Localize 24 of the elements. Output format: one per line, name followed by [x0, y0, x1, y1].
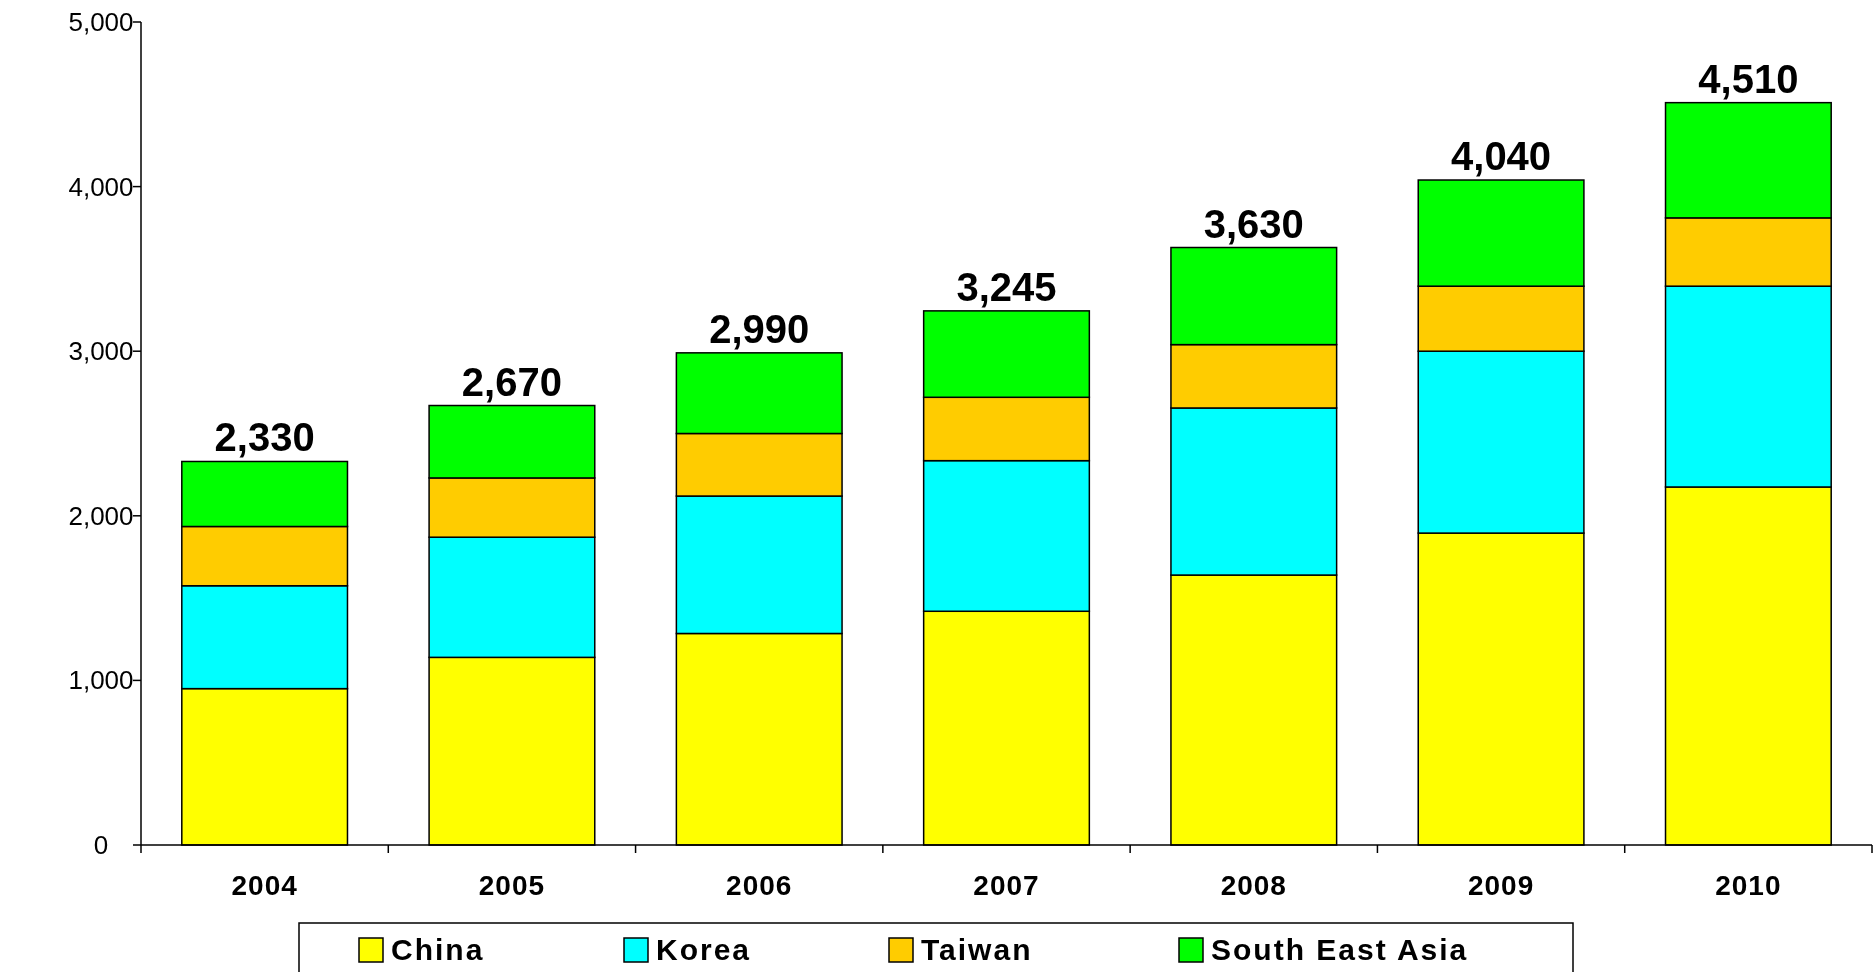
x-tick-label: 2006: [726, 870, 793, 901]
x-tick-label: 2009: [1467, 870, 1535, 901]
y-tick-label: 0: [93, 830, 109, 860]
legend-label: South East Asia: [1211, 933, 1469, 966]
legend-label: Korea: [656, 933, 752, 966]
y-tick-label: 4,000: [68, 171, 134, 202]
y-tick-label: 1,000: [68, 665, 134, 696]
total-label: 4,040: [1451, 134, 1552, 179]
x-tick-label: 2005: [478, 870, 546, 901]
x-tick-label: 2004: [231, 870, 298, 901]
x-tick-label: 2010: [1715, 870, 1782, 901]
y-tick-label: 2,000: [68, 500, 134, 531]
x-tick-label: 2008: [1220, 870, 1287, 901]
legend-label: China: [391, 933, 485, 966]
y-tick-label: 5,000: [68, 7, 134, 37]
y-tick-label: 3,000: [68, 336, 134, 367]
x-tick-label: 2007: [973, 870, 1040, 901]
total-label: 4,510: [1698, 56, 1799, 101]
total-label: 2,330: [214, 415, 315, 460]
total-label: 3,245: [956, 264, 1057, 309]
total-label: 2,670: [461, 359, 562, 404]
total-label: 2,990: [709, 306, 810, 351]
total-label: 3,630: [1203, 201, 1304, 246]
legend-label: Taiwan: [921, 933, 1033, 966]
